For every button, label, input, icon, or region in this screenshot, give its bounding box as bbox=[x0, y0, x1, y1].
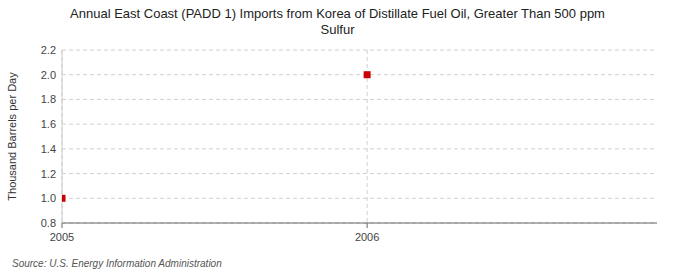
point bbox=[364, 71, 371, 78]
title: Annual East Coast (PADD 1) Imports from … bbox=[70, 6, 605, 37]
tick-mark bbox=[367, 223, 368, 228]
tick-label: 1.8 bbox=[41, 93, 56, 105]
x-axis-line bbox=[62, 223, 657, 224]
grid-line bbox=[62, 50, 657, 51]
grid-line bbox=[62, 124, 657, 125]
tick-label: 2.2 bbox=[41, 44, 56, 56]
grid-line bbox=[62, 74, 657, 75]
y-axis-label: Thousand Barrels per Day bbox=[6, 72, 18, 201]
title-line: Annual East Coast (PADD 1) Imports from … bbox=[70, 6, 605, 21]
background bbox=[0, 0, 675, 275]
axes: 0.8 1.0 1.2 1.4 1.6 1.8 2.0 2.2 2005 2006 bbox=[41, 44, 657, 243]
tick-label: 1.0 bbox=[41, 192, 56, 204]
tick-label: 1.4 bbox=[41, 143, 56, 155]
tick-label: 1.2 bbox=[41, 168, 56, 180]
tick-label: 2005 bbox=[50, 231, 74, 243]
title-line: Sulfur bbox=[321, 22, 356, 37]
chart: Annual East Coast (PADD 1) Imports from … bbox=[0, 0, 675, 275]
points bbox=[62, 71, 371, 202]
tick-label: 0.8 bbox=[41, 217, 56, 229]
grid-line bbox=[62, 173, 657, 174]
source: Source: U.S. Energy Information Administ… bbox=[12, 258, 222, 269]
grid bbox=[62, 50, 657, 223]
tick-mark bbox=[62, 223, 63, 228]
tick-label: 1.6 bbox=[41, 118, 56, 130]
grid-line bbox=[62, 148, 657, 149]
point bbox=[62, 195, 66, 202]
grid-line bbox=[62, 99, 657, 100]
grid-line bbox=[62, 223, 657, 224]
tick-label: 2.0 bbox=[41, 69, 56, 81]
tick-label: 2006 bbox=[355, 231, 379, 243]
grid-line bbox=[62, 198, 657, 199]
